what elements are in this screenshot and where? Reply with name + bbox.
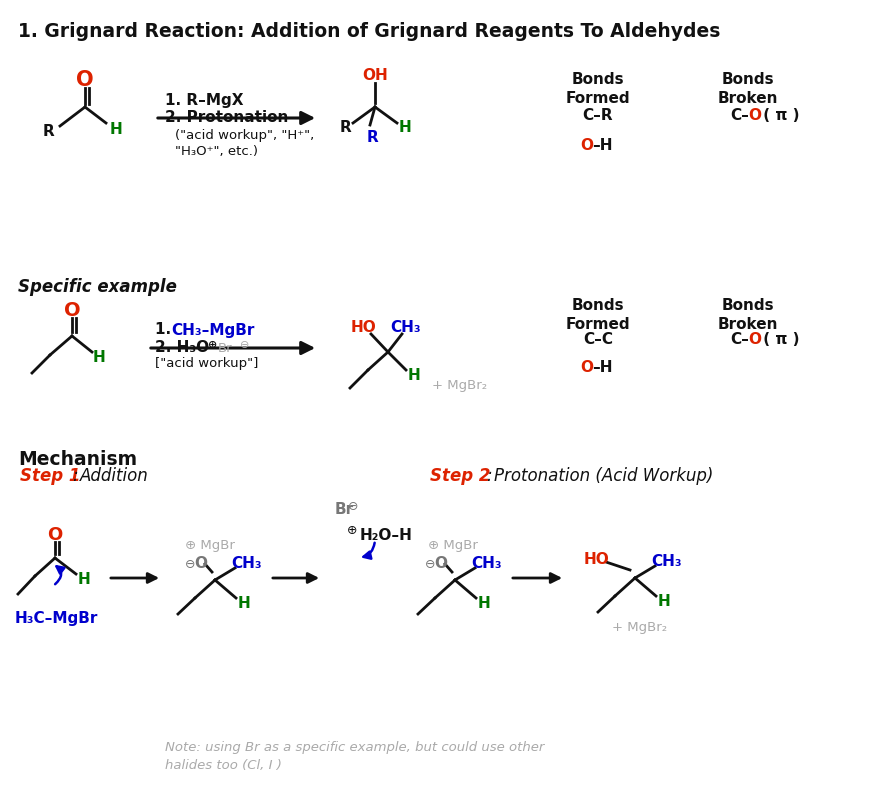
Text: HO: HO bbox=[350, 319, 376, 335]
Text: –H: –H bbox=[592, 360, 613, 376]
Text: O: O bbox=[47, 526, 63, 544]
Text: OH: OH bbox=[362, 68, 388, 82]
Text: halides too (Cl, I ): halides too (Cl, I ) bbox=[165, 760, 281, 772]
Text: R: R bbox=[366, 129, 378, 145]
Text: 1. Grignard Reaction: Addition of Grignard Reagents To Aldehydes: 1. Grignard Reaction: Addition of Grigna… bbox=[18, 22, 720, 41]
Text: C–: C– bbox=[730, 107, 749, 123]
Text: CH₃–MgBr: CH₃–MgBr bbox=[171, 322, 254, 338]
Text: Addition: Addition bbox=[80, 467, 149, 485]
Text: Bonds
Formed: Bonds Formed bbox=[566, 298, 630, 331]
Text: O: O bbox=[580, 360, 593, 376]
Text: –H: –H bbox=[592, 137, 613, 153]
Text: Br: Br bbox=[335, 503, 354, 517]
Text: C–C: C–C bbox=[583, 333, 613, 347]
Text: H₂O–H: H₂O–H bbox=[360, 528, 413, 542]
Text: ⊖: ⊖ bbox=[240, 340, 250, 350]
Text: 1.: 1. bbox=[155, 322, 177, 338]
Text: Br: Br bbox=[218, 342, 233, 355]
Text: HO: HO bbox=[583, 553, 609, 567]
Text: Protonation (Acid Workup): Protonation (Acid Workup) bbox=[494, 467, 713, 485]
Text: H₃C–MgBr: H₃C–MgBr bbox=[15, 611, 99, 625]
Text: Mechanism: Mechanism bbox=[18, 450, 137, 469]
Text: "H₃O⁺", etc.): "H₃O⁺", etc.) bbox=[175, 145, 258, 158]
Text: O: O bbox=[64, 301, 80, 319]
Text: C–: C– bbox=[730, 333, 749, 347]
Text: + MgBr₂: + MgBr₂ bbox=[612, 621, 667, 634]
Text: C–R: C–R bbox=[583, 107, 614, 123]
Text: H: H bbox=[478, 595, 490, 611]
Text: Note: using Br as a specific example, but could use other: Note: using Br as a specific example, bu… bbox=[165, 742, 544, 755]
Text: :: : bbox=[73, 467, 83, 485]
Text: H: H bbox=[399, 120, 411, 134]
Text: ⊕: ⊕ bbox=[346, 524, 357, 537]
Text: Step 2: Step 2 bbox=[430, 467, 490, 485]
Text: H: H bbox=[408, 368, 420, 382]
Text: ["acid workup"]: ["acid workup"] bbox=[155, 357, 258, 371]
Text: Step 1: Step 1 bbox=[20, 467, 81, 485]
Text: ⊖: ⊖ bbox=[424, 558, 435, 570]
Text: CH₃: CH₃ bbox=[232, 557, 262, 571]
Text: ("acid workup", "H⁺",: ("acid workup", "H⁺", bbox=[175, 129, 314, 142]
Text: H: H bbox=[109, 121, 123, 137]
Text: O: O bbox=[580, 137, 593, 153]
Text: ⊖: ⊖ bbox=[348, 500, 358, 514]
Text: Bonds
Formed: Bonds Formed bbox=[566, 72, 630, 106]
Text: ⊖: ⊖ bbox=[185, 558, 195, 570]
Text: :: : bbox=[487, 467, 498, 485]
Text: H: H bbox=[77, 571, 91, 587]
Text: H: H bbox=[658, 594, 670, 608]
Text: H: H bbox=[238, 595, 250, 611]
Text: ( π ): ( π ) bbox=[758, 333, 799, 347]
Text: O: O bbox=[434, 557, 448, 571]
Text: 2. Protonation: 2. Protonation bbox=[165, 110, 289, 124]
Text: R: R bbox=[42, 124, 54, 140]
Text: O: O bbox=[748, 107, 761, 123]
Text: ⊕: ⊕ bbox=[208, 340, 218, 350]
Text: + MgBr₂: + MgBr₂ bbox=[432, 378, 488, 392]
Text: Specific example: Specific example bbox=[18, 278, 177, 296]
Text: Bonds
Broken: Bonds Broken bbox=[718, 72, 778, 106]
Text: O: O bbox=[194, 557, 208, 571]
Text: CH₃: CH₃ bbox=[391, 319, 421, 335]
Text: CH₃: CH₃ bbox=[652, 554, 682, 570]
Text: ( π ): ( π ) bbox=[758, 107, 799, 123]
Text: ⊕ MgBr: ⊕ MgBr bbox=[428, 538, 478, 552]
Text: ⊕ MgBr: ⊕ MgBr bbox=[185, 538, 234, 552]
Text: 2. H₃O: 2. H₃O bbox=[155, 340, 210, 356]
Text: Bonds
Broken: Bonds Broken bbox=[718, 298, 778, 331]
Text: H: H bbox=[92, 350, 106, 364]
Text: CH₃: CH₃ bbox=[472, 557, 503, 571]
Text: 1. R–MgX: 1. R–MgX bbox=[165, 92, 243, 107]
Text: R: R bbox=[339, 120, 351, 134]
Text: O: O bbox=[748, 333, 761, 347]
Text: O: O bbox=[76, 70, 94, 90]
